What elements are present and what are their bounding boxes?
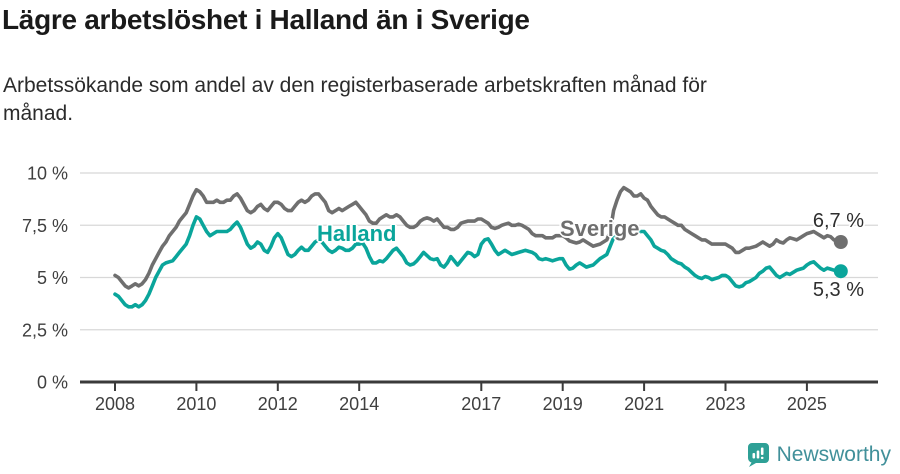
sverige-end-value: 6,7 % bbox=[812, 210, 864, 232]
newsworthy-logo-icon bbox=[747, 443, 769, 467]
x-tick-label: 2021 bbox=[624, 394, 664, 414]
sverige-end-dot bbox=[833, 235, 848, 249]
halland-line bbox=[113, 215, 843, 309]
series-label-halland: Halland bbox=[317, 221, 397, 246]
x-tick-label: 2008 bbox=[95, 394, 135, 414]
gridlines bbox=[80, 172, 878, 331]
series-label-sverige: Sverige bbox=[560, 216, 640, 241]
halland-end-dot bbox=[833, 264, 848, 279]
chart-subtitle-line1: Arbetssökande som andel av den registerb… bbox=[3, 74, 707, 97]
x-tick-label: 2012 bbox=[258, 394, 298, 414]
sverige-line bbox=[113, 185, 843, 290]
x-tick-label: 2014 bbox=[339, 394, 379, 414]
brand-name: Newsworthy bbox=[776, 442, 891, 466]
y-tick-label: 10 % bbox=[27, 164, 68, 184]
y-tick-label: 5 % bbox=[37, 268, 68, 288]
y-axis: 0 % 2,5 % 5 % 7,5 % 10 % bbox=[22, 164, 68, 393]
x-axis: 2008 2010 2012 2014 2017 2019 2021 2023 2025 bbox=[80, 380, 878, 414]
chart-subtitle-line2: månad. bbox=[3, 102, 74, 125]
chart-subtitle: Arbetssökande som andel av den registerb… bbox=[3, 72, 707, 128]
chart-title: Lägre arbetslöshet i Halland än i Sverig… bbox=[2, 4, 530, 35]
x-tick-label: 2010 bbox=[176, 394, 216, 414]
brand-footer: Newsworthy bbox=[746, 442, 891, 467]
x-tick-label: 2023 bbox=[705, 394, 745, 414]
halland-end-value: 5,3 % bbox=[812, 279, 864, 301]
x-tick-label: 2019 bbox=[543, 394, 583, 414]
y-tick-label: 7,5 % bbox=[22, 216, 68, 236]
y-tick-label: 2,5 % bbox=[22, 320, 68, 340]
x-tick-label: 2017 bbox=[461, 394, 501, 414]
y-tick-label: 0 % bbox=[37, 373, 68, 393]
x-tick-label: 2025 bbox=[787, 394, 827, 414]
